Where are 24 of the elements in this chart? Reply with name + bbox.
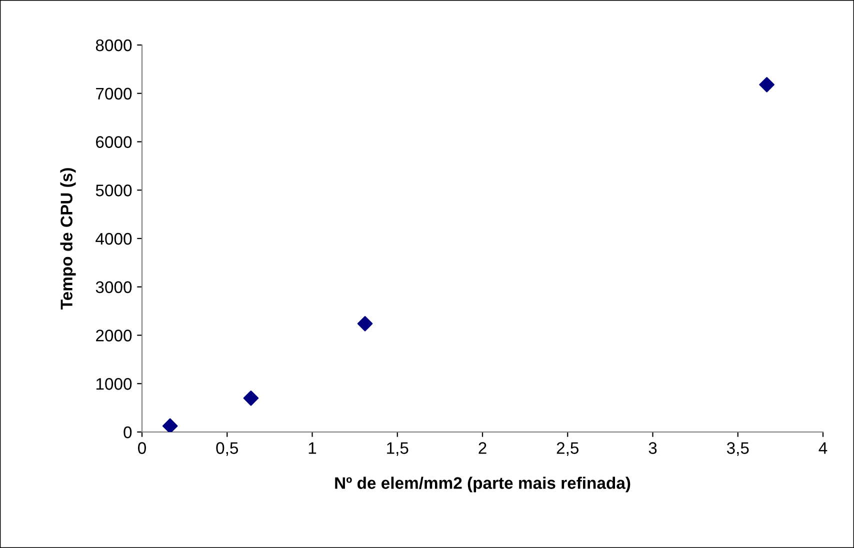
y-tick-label: 0 (124, 426, 132, 438)
y-tick-label: 8000 (96, 39, 132, 52)
x-tick-label: 1,5 (387, 442, 408, 456)
y-tick-label: 2000 (96, 330, 132, 342)
y-tick-label: 7000 (96, 88, 132, 100)
y-tick-label: 4000 (96, 232, 132, 245)
x-tick-label: 2 (478, 442, 486, 454)
x-tick-label: 2,5 (556, 442, 579, 456)
y-axis-title: Tempo de CPU (s) (60, 168, 76, 310)
point (243, 390, 259, 406)
y-tick-label: 6000 (96, 136, 132, 148)
x-tick-label: 4 (818, 442, 828, 454)
point (162, 418, 178, 432)
point (759, 77, 774, 92)
y-tick-label: 1000 (96, 378, 132, 390)
y-tick-label: 3000 (96, 281, 132, 294)
y-tick-label: 5000 (96, 184, 132, 196)
x-tick-label: 0 (138, 442, 146, 454)
x-tick-label: 3 (648, 442, 657, 454)
x-axis-title: Nº de elem/mm2 (parte mais refinada) (335, 476, 630, 492)
point (357, 316, 373, 332)
x-tick-label: 3,5 (726, 442, 749, 456)
x-tick-label: 0,5 (216, 442, 238, 456)
x-tick-label: 1 (308, 442, 316, 454)
